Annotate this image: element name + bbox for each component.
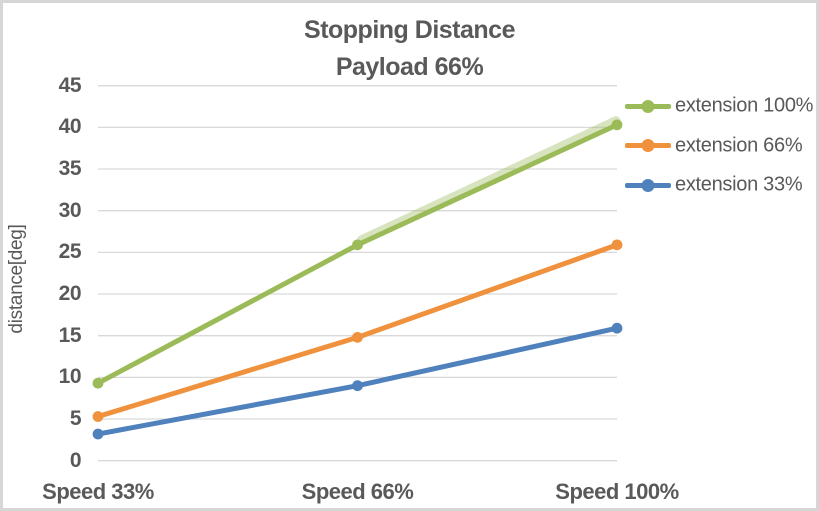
- y-tick-label-35: 35: [58, 157, 82, 181]
- legend-item-label: extension 33%: [675, 173, 803, 196]
- y-tick-label-45: 45: [58, 73, 82, 97]
- chart-title-line2: Payload 66%: [335, 53, 484, 81]
- chart-title-line1: Stopping Distance: [304, 16, 515, 44]
- legend-line-marker-icon: [625, 139, 671, 153]
- x-category-label-2: Speed 100%: [555, 479, 679, 504]
- plot-area: [92, 85, 623, 462]
- y-tick-label-5: 5: [69, 407, 82, 431]
- y-tick-label-40: 40: [58, 115, 82, 139]
- legend-item-extension-33-: extension 33%: [625, 173, 803, 197]
- y-tick-label-0: 0: [69, 448, 82, 472]
- data-point-marker-extension-66--2: [611, 239, 623, 251]
- y-tick-label-25: 25: [58, 240, 82, 264]
- legend-item-extension-66-: extension 66%: [625, 134, 803, 157]
- x-category-label-1: Speed 66%: [301, 479, 414, 504]
- series-glow-extension-100-: [357, 116, 621, 245]
- data-point-marker-extension-33--1: [352, 380, 363, 392]
- x-category-label-0: Speed 33%: [42, 479, 154, 504]
- legend-line-marker-icon: [625, 178, 671, 192]
- data-point-marker-extension-100--1: [352, 239, 363, 251]
- data-point-marker-extension-33--2: [611, 322, 623, 334]
- legend-item-label: extension 66%: [675, 134, 803, 156]
- y-tick-label-15: 15: [58, 323, 82, 347]
- data-point-marker-extension-100--0: [92, 377, 104, 389]
- y-tick-label-30: 30: [58, 198, 82, 222]
- data-point-marker-extension-100--2: [611, 119, 623, 131]
- y-tick-label-10: 10: [58, 365, 82, 389]
- legend-item-extension-100-: extension 100%: [625, 95, 813, 118]
- legend-line-marker-icon: [625, 99, 671, 113]
- data-point-marker-extension-66--0: [92, 411, 104, 422]
- chart-title: Stopping Distance Payload 66%: [3, 12, 816, 86]
- y-tick-label-20: 20: [58, 282, 82, 306]
- data-point-marker-extension-66--1: [352, 331, 363, 343]
- data-point-marker-extension-33--0: [92, 428, 104, 440]
- legend-item-label: extension 100%: [675, 94, 814, 117]
